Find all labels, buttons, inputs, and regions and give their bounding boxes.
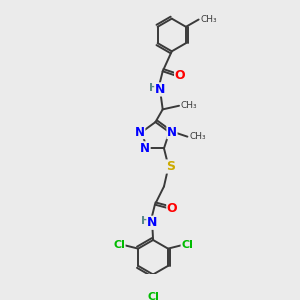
- Text: CH₃: CH₃: [181, 101, 197, 110]
- Text: CH₃: CH₃: [189, 132, 206, 141]
- Text: N: N: [155, 83, 165, 96]
- Text: N: N: [135, 126, 145, 139]
- Text: Cl: Cl: [147, 292, 159, 300]
- Text: H: H: [149, 82, 158, 93]
- Text: N: N: [167, 126, 177, 139]
- Text: Cl: Cl: [181, 240, 193, 250]
- Text: Cl: Cl: [113, 240, 125, 250]
- Text: S: S: [166, 160, 175, 173]
- Text: H: H: [141, 216, 151, 226]
- Text: O: O: [167, 202, 178, 215]
- Text: N: N: [140, 142, 150, 155]
- Text: N: N: [147, 216, 158, 229]
- Text: CH₃: CH₃: [200, 15, 217, 24]
- Text: O: O: [175, 69, 185, 82]
